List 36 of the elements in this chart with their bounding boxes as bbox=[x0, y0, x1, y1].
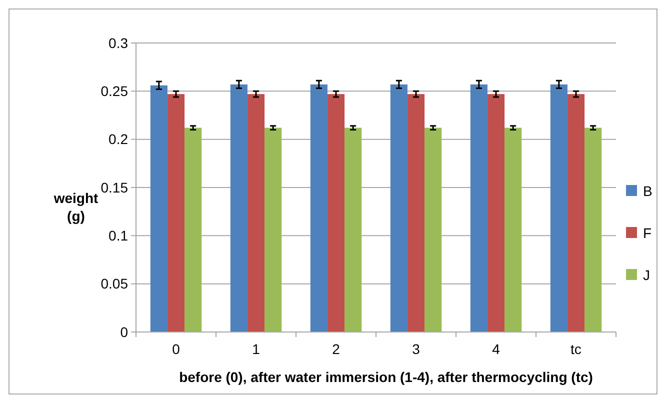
y-tick-label: 0.05 bbox=[100, 276, 128, 292]
x-axis-title: before (0), after water immersion (1-4), after thermocycling (tc) bbox=[179, 369, 593, 385]
y-tick-label: 0.25 bbox=[100, 83, 128, 100]
bar bbox=[264, 128, 282, 332]
bar bbox=[150, 85, 168, 332]
y-axis-title: weight (g) bbox=[52, 190, 98, 224]
bar bbox=[550, 84, 568, 332]
y-tick-label: 0.1 bbox=[108, 228, 128, 244]
y-tick-label: 0.2 bbox=[108, 131, 128, 148]
bar bbox=[470, 84, 488, 332]
x-tick-label: 4 bbox=[492, 341, 500, 357]
x-tick-label: 2 bbox=[332, 341, 340, 357]
legend-label: B bbox=[643, 182, 652, 199]
bar bbox=[390, 84, 408, 332]
bar bbox=[184, 128, 202, 332]
bar bbox=[407, 94, 425, 332]
bar bbox=[567, 94, 585, 332]
bar bbox=[310, 84, 328, 332]
y-tick-label: 0 bbox=[120, 324, 128, 340]
bar bbox=[504, 128, 522, 332]
legend-label: F bbox=[643, 224, 652, 241]
bar bbox=[344, 128, 362, 332]
x-tick-label: 0 bbox=[172, 341, 180, 357]
x-tick-label: tc bbox=[570, 341, 582, 357]
y-tick-label: 0.3 bbox=[108, 34, 128, 51]
bar bbox=[167, 94, 185, 332]
bar bbox=[487, 94, 505, 332]
bar bbox=[327, 94, 345, 332]
bar bbox=[424, 128, 442, 332]
x-tick-label: 3 bbox=[412, 341, 420, 357]
x-tick-label: 1 bbox=[252, 341, 260, 357]
legend-label: J bbox=[643, 266, 650, 283]
bar bbox=[247, 94, 265, 332]
y-tick-label: 0.15 bbox=[100, 179, 128, 196]
bar bbox=[230, 84, 248, 332]
bar bbox=[584, 128, 602, 332]
